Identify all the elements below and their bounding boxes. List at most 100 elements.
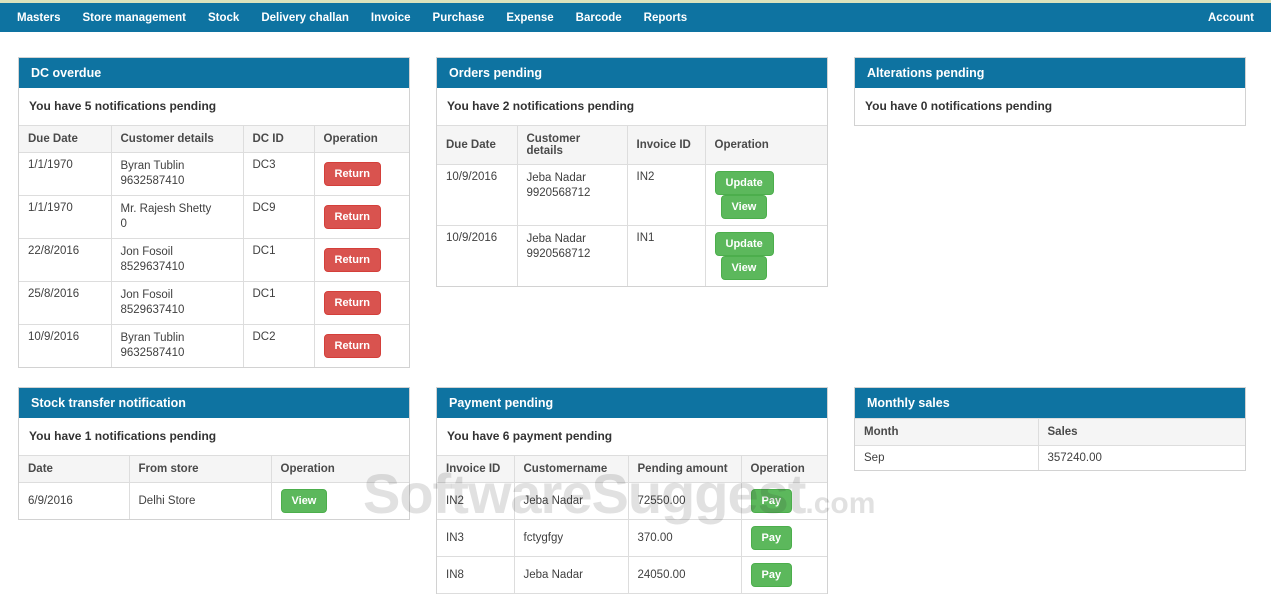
- due-date-cell: 10/9/2016: [437, 225, 518, 286]
- stock-transfer-table: Date From store Operation 6/9/2016 Delhi…: [19, 455, 409, 519]
- table-row: 25/8/2016 Jon Fosoil 8529637410 DC1 Retu…: [19, 281, 409, 325]
- column-header: Due Date: [437, 125, 518, 165]
- operation-cell: Return: [313, 195, 409, 239]
- customer-cell: Mr. Rajesh Shetty 0: [110, 195, 244, 239]
- invoice-id-cell: IN8: [437, 556, 515, 594]
- nav-item-stock[interactable]: Stock: [208, 11, 240, 24]
- column-header: DC ID: [242, 125, 315, 153]
- table-row: 10/9/2016 Jeba Nadar 9920568712 IN2 Upda…: [437, 164, 827, 226]
- customer-phone: 9632587410: [120, 347, 185, 359]
- nav-item-account[interactable]: Account: [1208, 11, 1254, 24]
- dc-id-cell: DC2: [242, 324, 315, 367]
- customer-name: Jeba Nadar: [526, 172, 586, 184]
- customer-name: Jon Fosoil: [120, 246, 173, 258]
- return-button[interactable]: Return: [323, 291, 381, 315]
- operation-cell: Pay: [740, 556, 827, 594]
- due-date-cell: 10/9/2016: [19, 324, 112, 367]
- operation-cell: Return: [313, 281, 409, 325]
- view-button[interactable]: View: [720, 195, 768, 219]
- customer-phone: 9920568712: [526, 248, 591, 260]
- panel-title: Alterations pending: [855, 58, 1245, 88]
- column-header: Date: [19, 455, 130, 483]
- notification-count-text: You have 0 notifications pending: [865, 99, 1053, 113]
- invoice-id-cell: IN1: [626, 225, 706, 286]
- panel-orders-pending: Orders pending You have 2 notifications …: [436, 57, 828, 287]
- return-button[interactable]: Return: [323, 248, 381, 272]
- table-row: 1/1/1970 Mr. Rajesh Shetty 0 DC9 Return: [19, 195, 409, 239]
- operation-cell: View: [270, 482, 409, 519]
- customer-name: Jon Fosoil: [120, 289, 173, 301]
- panel-title: Stock transfer notification: [19, 388, 409, 418]
- dc-id-cell: DC9: [242, 195, 315, 239]
- operation-cell: Pay: [740, 482, 827, 520]
- customer-name: Byran Tublin: [120, 160, 185, 172]
- table-header-row: Due Date Customer details DC ID Operatio…: [19, 125, 409, 153]
- column-header: Invoice ID: [626, 125, 706, 165]
- panel-title: Monthly sales: [855, 388, 1245, 418]
- notification-count-text: You have 1 notifications pending: [29, 429, 217, 443]
- customer-phone: 8529637410: [120, 261, 185, 273]
- column-header: Customer details: [516, 125, 628, 165]
- panel-title: Orders pending: [437, 58, 827, 88]
- nav-item-reports[interactable]: Reports: [643, 11, 688, 24]
- customer-cell: Jon Fosoil 8529637410: [110, 238, 244, 282]
- table-header-row: Month Sales: [855, 418, 1245, 446]
- sales-cell: 357240.00: [1037, 445, 1245, 470]
- column-header: Operation: [704, 125, 827, 165]
- column-header: Customer details: [110, 125, 244, 153]
- panel-monthly-sales: Monthly sales Month Sales Sep 357240.00: [854, 387, 1246, 471]
- operation-cell: Pay: [740, 519, 827, 557]
- nav-item-invoice[interactable]: Invoice: [370, 11, 411, 24]
- panel-title: DC overdue: [19, 58, 409, 88]
- return-button[interactable]: Return: [323, 162, 381, 186]
- panel-title: Payment pending: [437, 388, 827, 418]
- dc-id-cell: DC1: [242, 281, 315, 325]
- customer-cell: Jeba Nadar: [513, 482, 629, 520]
- customer-phone: 8529637410: [120, 304, 185, 316]
- table-header-row: Date From store Operation: [19, 455, 409, 483]
- table-row: Sep 357240.00: [855, 445, 1245, 470]
- operation-cell: Return: [313, 238, 409, 282]
- pay-button[interactable]: Pay: [750, 526, 793, 550]
- column-header: Operation: [740, 455, 827, 483]
- dc-overdue-table: Due Date Customer details DC ID Operatio…: [19, 125, 409, 367]
- main-navbar: Masters Store management Stock Delivery …: [0, 3, 1271, 32]
- customer-name: Jeba Nadar: [526, 233, 586, 245]
- monthly-sales-table: Month Sales Sep 357240.00: [855, 418, 1245, 470]
- pay-button[interactable]: Pay: [750, 563, 793, 587]
- operation-cell: UpdateView: [704, 225, 827, 286]
- pay-button[interactable]: Pay: [750, 489, 793, 513]
- table-row: 22/8/2016 Jon Fosoil 8529637410 DC1 Retu…: [19, 238, 409, 282]
- view-button[interactable]: View: [720, 256, 768, 280]
- column-header: Due Date: [19, 125, 112, 153]
- customer-name: Mr. Rajesh Shetty: [120, 203, 212, 215]
- table-row: 10/9/2016 Jeba Nadar 9920568712 IN1 Upda…: [437, 225, 827, 286]
- update-button[interactable]: Update: [714, 171, 774, 195]
- view-button[interactable]: View: [280, 489, 328, 513]
- customer-name: Byran Tublin: [120, 332, 185, 344]
- table-row: 6/9/2016 Delhi Store View: [19, 482, 409, 519]
- nav-item-delivery-challan[interactable]: Delivery challan: [261, 11, 349, 24]
- table-row: IN8 Jeba Nadar 24050.00 Pay: [437, 556, 827, 594]
- nav-item-masters[interactable]: Masters: [17, 11, 61, 24]
- nav-item-store-management[interactable]: Store management: [82, 11, 186, 24]
- return-button[interactable]: Return: [323, 205, 381, 229]
- notification-count-text: You have 6 payment pending: [447, 429, 613, 443]
- column-header: Operation: [313, 125, 409, 153]
- nav-item-expense[interactable]: Expense: [506, 11, 554, 24]
- nav-item-purchase[interactable]: Purchase: [432, 11, 485, 24]
- panel-alterations-pending: Alterations pending You have 0 notificat…: [854, 57, 1246, 126]
- table-row: IN3 fctygfgy 370.00 Pay: [437, 519, 827, 557]
- invoice-id-cell: IN3: [437, 519, 515, 557]
- operation-cell: Return: [313, 324, 409, 367]
- operation-cell: Return: [313, 152, 409, 196]
- invoice-id-cell: IN2: [626, 164, 706, 226]
- nav-item-barcode[interactable]: Barcode: [575, 11, 622, 24]
- update-button[interactable]: Update: [714, 232, 774, 256]
- column-header: Invoice ID: [437, 455, 515, 483]
- return-button[interactable]: Return: [323, 334, 381, 358]
- top-strip: [0, 0, 1271, 3]
- customer-cell: Jeba Nadar: [513, 556, 629, 594]
- column-header: Sales: [1037, 418, 1245, 446]
- column-header: Month: [855, 418, 1039, 446]
